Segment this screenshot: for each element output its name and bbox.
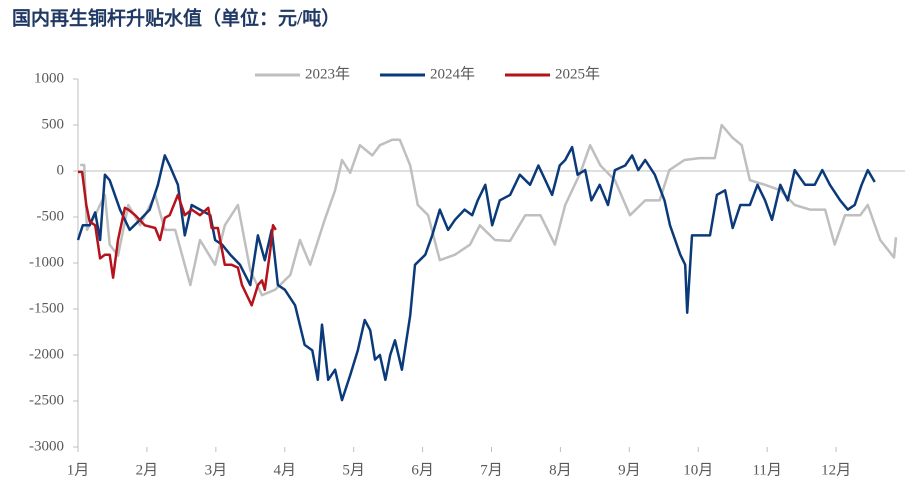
series-line (76, 145, 876, 402)
y-tick-label: -1500 (29, 300, 64, 316)
x-tick-label: 8月 (549, 462, 572, 478)
y-tick-label: -3000 (29, 438, 64, 454)
y-tick-label: -500 (37, 208, 65, 224)
x-tick-label: 2月 (136, 462, 159, 478)
x-tick-label: 3月 (205, 462, 228, 478)
x-tick-label: 7月 (480, 462, 503, 478)
y-tick-label: -2000 (29, 346, 64, 362)
x-tick-label: 9月 (618, 462, 641, 478)
y-tick-label: 0 (57, 162, 65, 178)
y-tick-label: 1000 (34, 70, 64, 86)
series-line (78, 170, 277, 307)
x-tick-label: 12月 (821, 462, 851, 478)
legend-label: 2023年 (305, 65, 350, 82)
legend-label: 2024年 (430, 65, 475, 82)
series-line (80, 123, 898, 297)
x-tick-label: 11月 (752, 462, 781, 478)
y-tick-label: 500 (42, 116, 65, 132)
y-tick-label: -1000 (29, 254, 64, 270)
x-tick-label: 4月 (273, 462, 296, 478)
x-tick-label: 5月 (342, 462, 365, 478)
x-tick-label: 10月 (683, 462, 713, 478)
chart-title: 国内再生铜杆升贴水值（单位：元/吨） (12, 6, 340, 29)
y-tick-label: -2500 (29, 392, 64, 408)
x-tick-label: 1月 (67, 462, 90, 478)
legend-label: 2025年 (555, 65, 600, 82)
x-tick-label: 6月 (411, 462, 434, 478)
